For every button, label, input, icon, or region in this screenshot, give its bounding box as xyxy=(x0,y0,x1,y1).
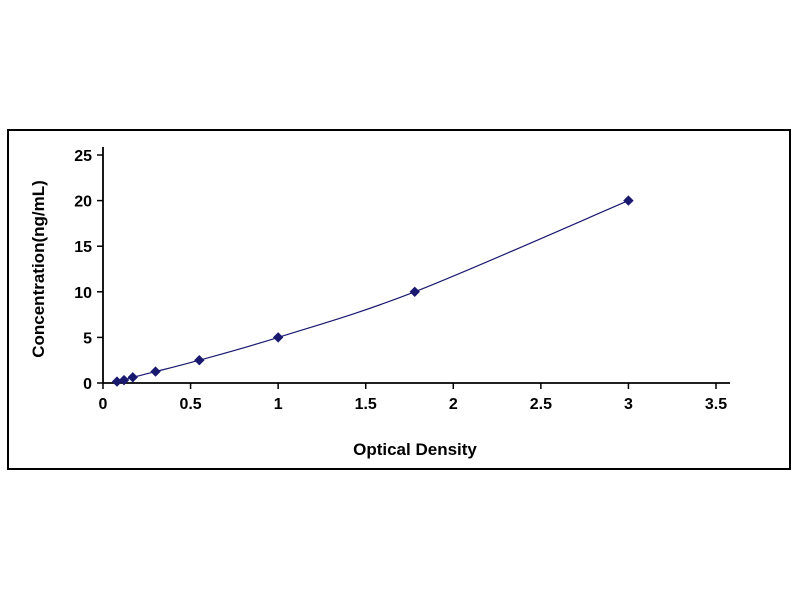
y-tick-label: 5 xyxy=(83,330,92,347)
data-point-marker xyxy=(623,195,634,206)
data-point-marker xyxy=(409,286,420,298)
data-point-marker xyxy=(150,366,161,377)
curve-line xyxy=(116,200,629,383)
x-tick-label: 2 xyxy=(449,396,458,413)
x-tick-label: 0 xyxy=(99,396,108,413)
y-tick-label: 0 xyxy=(83,376,92,393)
data-point-marker xyxy=(118,374,130,386)
x-tick-label: 2.5 xyxy=(530,396,552,413)
x-axis-label: Optical Density xyxy=(353,440,477,459)
x-tick-label: 3.5 xyxy=(705,396,727,413)
data-point-marker xyxy=(272,332,284,343)
x-tick-label: 1 xyxy=(274,396,283,413)
standard-curve-chart: 0 0.5 1 1.5 2 2.5 3 3.5 0 5 10 15 20 25 Concentration… xyxy=(7,129,791,470)
y-tick-label: 20 xyxy=(74,194,92,211)
plot-svg: 0 0.5 1 1.5 2 2.5 3 3.5 0 5 10 15 20 25 xyxy=(74,147,730,413)
x-tick-label: 3 xyxy=(624,396,633,413)
x-tick-label: 0.5 xyxy=(179,396,201,413)
y-tick-label: 25 xyxy=(74,148,92,165)
data-point-marker xyxy=(111,376,123,387)
x-tick-label: 1.5 xyxy=(355,396,377,413)
data-point-marker xyxy=(194,354,205,366)
y-tick-label: 10 xyxy=(74,285,92,302)
y-axis-label: Concentration(ng/mL) xyxy=(29,180,48,358)
data-point-marker xyxy=(127,372,138,383)
y-tick-label: 15 xyxy=(74,239,92,256)
